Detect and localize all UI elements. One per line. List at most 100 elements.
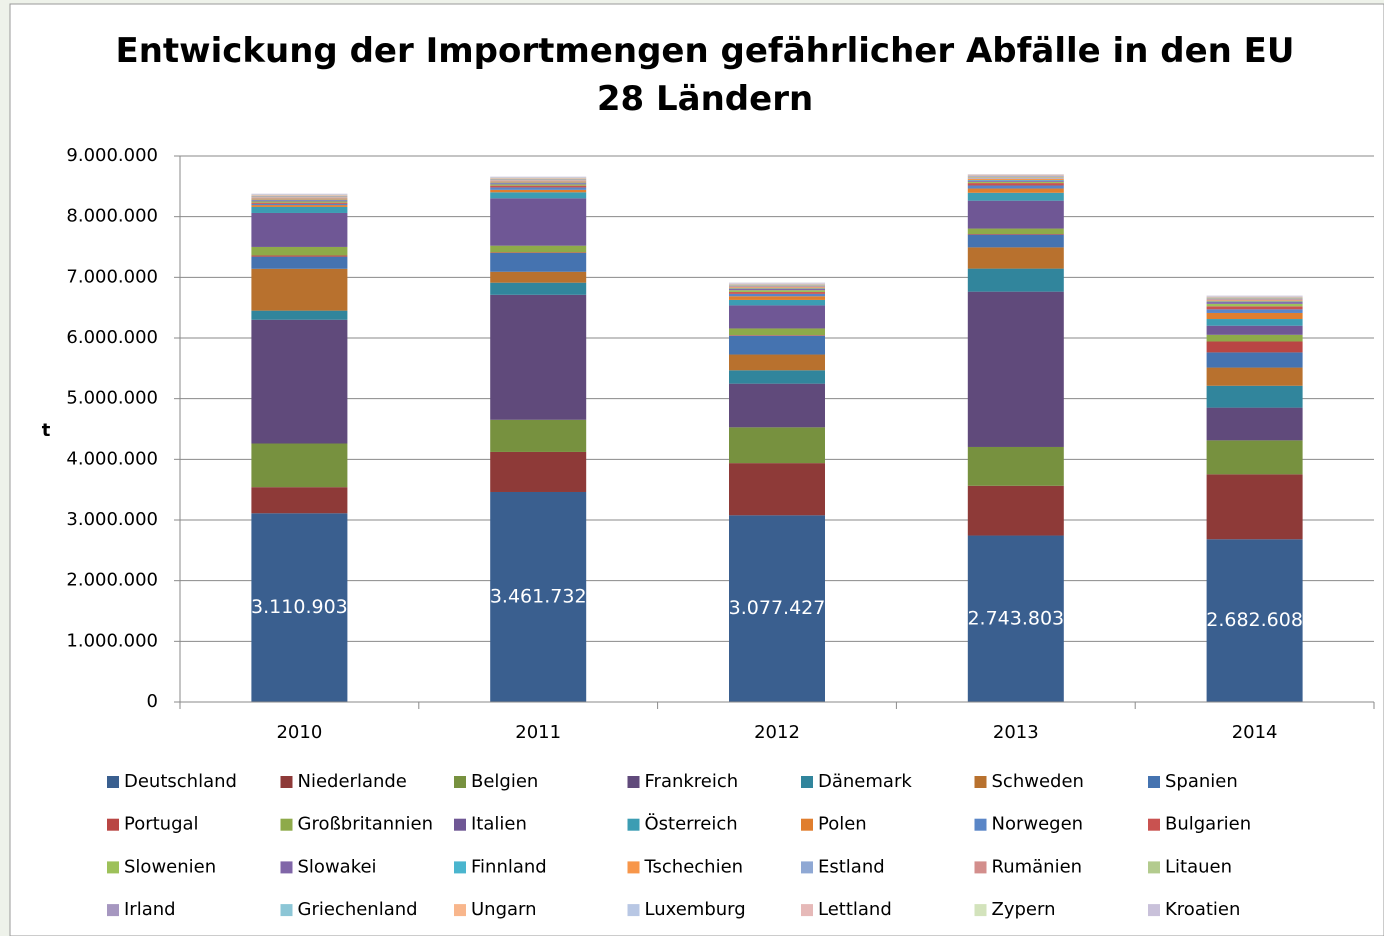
y-tick-label: 2.000.000 [66, 570, 158, 591]
legend-label: Griechenland [298, 899, 418, 920]
y-axis-label: t [42, 420, 51, 441]
bar-segment [1206, 440, 1303, 475]
bar-segment [729, 286, 825, 288]
bar-segment [251, 310, 348, 320]
bar-segment [729, 335, 825, 336]
legend-label: Bulgarien [1165, 814, 1251, 835]
bar-segment [967, 180, 1064, 182]
legend-swatch [1148, 861, 1160, 874]
bar-segment [490, 181, 587, 183]
legend-label: Spanien [1165, 771, 1238, 792]
bar-segment [967, 200, 1064, 229]
bar-segment [1206, 301, 1303, 303]
legend-label: Frankreich [645, 771, 739, 792]
bar-segment [251, 513, 348, 702]
bar-segment [729, 285, 825, 287]
bar-segment [490, 177, 587, 179]
legend-swatch [107, 861, 119, 874]
bar-segment [1206, 300, 1303, 302]
bar-segment [490, 252, 587, 253]
bar-segment [1206, 298, 1303, 300]
bar-segment [729, 299, 825, 306]
bar-segment [251, 195, 348, 197]
legend-label: Litauen [1165, 856, 1232, 877]
data-label: 2.743.803 [967, 607, 1064, 629]
legend-label: Italien [471, 814, 527, 835]
bar-segment [967, 446, 1064, 486]
bar-segment [729, 463, 825, 516]
bar-segment [251, 319, 348, 444]
bar-segment [729, 288, 825, 290]
bar-segment [729, 284, 825, 286]
bar-segment [490, 178, 587, 179]
legend-label: Tschechien [644, 856, 744, 877]
bar-segment [729, 289, 825, 291]
bar-segment [967, 234, 1064, 235]
bar-segment [251, 443, 348, 488]
legend-label: Slowenien [124, 856, 216, 877]
y-tick-label: 6.000.000 [66, 327, 158, 348]
bar-segment [490, 182, 587, 184]
legend-label: Belgien [471, 771, 538, 792]
bar-segment [1206, 334, 1303, 342]
bar-segment [967, 291, 1064, 447]
bar-segment [251, 206, 348, 213]
bar-segment [251, 255, 348, 257]
y-tick-label: 0 [147, 691, 158, 712]
bar-segment [729, 354, 825, 371]
bar-segment [251, 200, 348, 202]
bar-segment [967, 234, 1064, 248]
data-label: 3.077.427 [729, 597, 826, 619]
bar-segment [251, 205, 348, 207]
bar-segment [967, 185, 1064, 189]
bar-segment [1206, 385, 1303, 408]
data-label: 2.682.608 [1206, 609, 1303, 631]
legend-label: Kroatien [1165, 899, 1240, 920]
bar-segment [967, 178, 1064, 179]
bar-segment [490, 491, 587, 702]
bar-segment [729, 296, 825, 300]
legend-swatch [280, 904, 293, 917]
bar-segment [251, 487, 348, 514]
y-tick-label: 1.000.000 [66, 630, 158, 651]
chart-area [9, 3, 1384, 936]
legend-swatch [107, 818, 119, 831]
legend-swatch [974, 904, 987, 917]
bar-segment [490, 419, 587, 452]
legend-swatch [1148, 818, 1160, 831]
bar-segment [729, 287, 825, 289]
bar-segment [1206, 303, 1303, 307]
bar-segment [729, 305, 825, 329]
bar-segment [967, 485, 1064, 536]
bar-segment [967, 178, 1064, 181]
bar-segment [967, 183, 1064, 186]
legend-label: Polen [818, 814, 867, 835]
bar-segment [490, 198, 587, 246]
bar-segment [251, 201, 348, 203]
legend-label: Irland [124, 899, 176, 920]
x-tick-label: 2013 [993, 722, 1039, 743]
bar-segment [251, 199, 348, 201]
bar-segment [729, 335, 825, 355]
y-tick-label: 3.000.000 [66, 509, 158, 530]
bar-segment [1206, 407, 1303, 441]
y-tick-label: 9.000.000 [66, 145, 158, 166]
bar-segment [490, 189, 587, 193]
bar-segment [1206, 306, 1303, 310]
data-label: 3.461.732 [490, 585, 587, 607]
legend-label: Dänemark [818, 771, 912, 792]
bar-segment [490, 192, 587, 199]
bar-segment [729, 292, 825, 294]
legend-label: Estland [818, 856, 885, 877]
bar-segment [729, 283, 825, 285]
y-tick-label: 7.000.000 [66, 266, 158, 287]
legend-label: Finnland [471, 856, 547, 877]
legend-label: Schweden [992, 771, 1084, 792]
bar-segment [490, 271, 587, 283]
bar-segment [1206, 474, 1303, 540]
legend-label: Österreich [645, 813, 738, 835]
bar-segment [1206, 296, 1303, 298]
bar-segment [729, 290, 825, 293]
legend-swatch [627, 904, 640, 917]
data-label: 3.110.903 [251, 596, 348, 618]
